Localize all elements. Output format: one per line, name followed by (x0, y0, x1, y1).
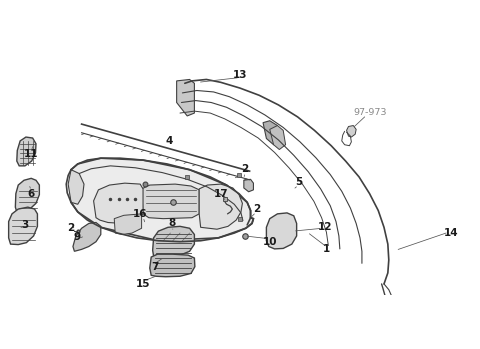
Text: 13: 13 (233, 70, 247, 80)
Polygon shape (142, 184, 199, 219)
Text: 7: 7 (151, 262, 158, 272)
Text: 2: 2 (252, 204, 260, 214)
Text: 8: 8 (168, 218, 176, 229)
Text: 17: 17 (214, 189, 228, 199)
Text: 97-973: 97-973 (354, 107, 387, 117)
Polygon shape (153, 227, 194, 257)
Text: 16: 16 (133, 209, 147, 219)
Polygon shape (94, 183, 143, 223)
Text: 6: 6 (27, 189, 35, 199)
Polygon shape (199, 184, 242, 229)
Text: 3: 3 (21, 220, 29, 230)
Polygon shape (347, 126, 356, 137)
Polygon shape (244, 179, 253, 192)
Text: 11: 11 (24, 149, 38, 159)
Polygon shape (177, 80, 194, 116)
Polygon shape (263, 121, 279, 145)
Polygon shape (150, 254, 195, 277)
Text: 15: 15 (136, 279, 150, 289)
Polygon shape (71, 158, 253, 241)
Text: 5: 5 (295, 177, 302, 187)
Polygon shape (114, 214, 142, 235)
Text: 2: 2 (241, 164, 249, 174)
Text: 1: 1 (323, 244, 330, 254)
Text: 9: 9 (73, 232, 80, 242)
Text: 12: 12 (318, 222, 333, 232)
Text: 10: 10 (263, 237, 277, 247)
Polygon shape (270, 126, 286, 149)
Polygon shape (68, 170, 84, 204)
Polygon shape (266, 213, 297, 249)
Text: 4: 4 (165, 136, 173, 146)
Polygon shape (9, 207, 37, 245)
Polygon shape (15, 178, 39, 212)
Text: 14: 14 (444, 228, 458, 238)
Polygon shape (17, 137, 36, 166)
Text: 2: 2 (67, 223, 75, 233)
Polygon shape (73, 223, 101, 251)
